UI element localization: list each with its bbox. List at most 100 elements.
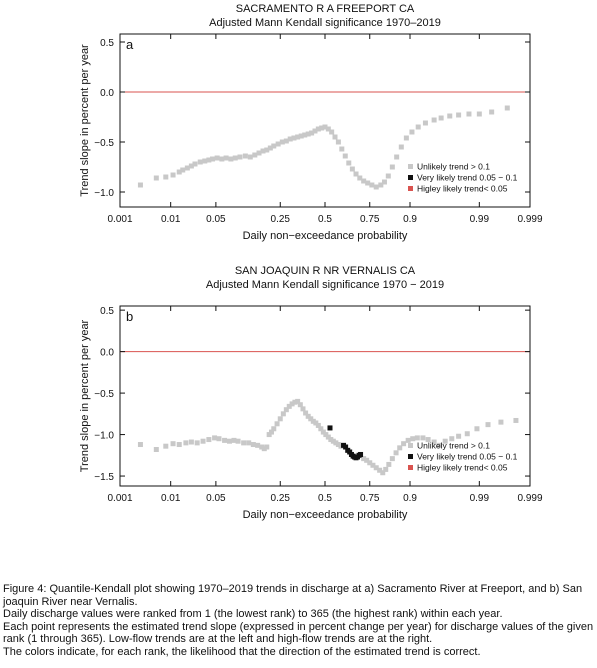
- data-point-unlikely: [260, 148, 266, 154]
- data-point-unlikely: [504, 105, 510, 111]
- data-point-unlikely: [163, 443, 169, 449]
- data-point-unlikely: [438, 115, 444, 121]
- data-point-unlikely: [405, 437, 411, 443]
- data-point-unlikely: [425, 437, 431, 443]
- data-point-unlikely: [271, 426, 277, 432]
- data-point-unlikely: [466, 111, 472, 117]
- x-tick-label: 0.5: [318, 493, 332, 504]
- data-point-unlikely: [188, 439, 194, 445]
- data-point-unlikely: [305, 413, 311, 419]
- data-point-unlikely: [485, 422, 491, 428]
- x-tick-label: 0.01: [161, 493, 181, 504]
- data-point-unlikely: [259, 444, 265, 450]
- chart-subtitle: Adjusted Mann Kendall significance 1970 …: [206, 279, 444, 291]
- data-point-unlikely: [275, 141, 281, 147]
- y-tick-label: 0.5: [100, 38, 114, 49]
- legend-swatch: [408, 465, 413, 470]
- data-point-unlikely: [287, 136, 293, 142]
- data-point-unlikely: [385, 173, 391, 179]
- data-point-unlikely: [305, 131, 311, 137]
- data-point-unlikely: [264, 147, 270, 153]
- data-point-very_likely: [327, 425, 333, 431]
- x-tick-label: 0.9: [403, 493, 417, 504]
- data-point-unlikely: [137, 182, 143, 188]
- legend-label: Unlikely trend > 0.1: [417, 441, 490, 451]
- data-point-unlikely: [194, 440, 200, 446]
- figure-caption: Figure 4: Quantile-Kendall plot showing …: [3, 583, 595, 659]
- data-point-unlikely: [319, 125, 325, 131]
- x-tick-label: 0.05: [206, 493, 226, 504]
- data-point-unlikely: [310, 418, 316, 424]
- legend-label: Very likely trend 0.05 − 0.1: [417, 173, 518, 183]
- data-point-unlikely: [414, 435, 420, 441]
- data-point-unlikely: [219, 156, 225, 162]
- y-axis-label: Trend slope in percent per year: [79, 44, 91, 197]
- y-axis-label: Trend slope in percent per year: [79, 319, 91, 472]
- data-point-unlikely: [380, 470, 386, 476]
- y-tick-label: −0.5: [94, 389, 114, 400]
- data-point-unlikely: [153, 175, 159, 181]
- data-point-unlikely: [456, 112, 462, 118]
- data-point-unlikely: [267, 145, 273, 151]
- data-point-unlikely: [364, 457, 370, 463]
- data-point-unlikely: [176, 169, 182, 175]
- data-point-unlikely: [335, 442, 341, 448]
- data-point-unlikely: [393, 450, 399, 456]
- x-tick-label: 0.01: [161, 214, 181, 225]
- data-point-unlikely: [312, 128, 318, 134]
- data-point-unlikely: [357, 175, 363, 181]
- x-tick-label: 0.9: [403, 214, 417, 225]
- data-point-unlikely: [163, 174, 169, 180]
- data-point-unlikely: [255, 442, 261, 448]
- data-point-unlikely: [250, 442, 256, 448]
- data-point-unlikely: [283, 138, 289, 144]
- data-point-unlikely: [498, 419, 504, 425]
- data-point-unlikely: [176, 442, 182, 448]
- data-point-unlikely: [474, 426, 480, 432]
- y-tick-label: −1.5: [94, 472, 114, 483]
- data-point-unlikely: [422, 120, 428, 126]
- data-point-unlikely: [246, 440, 252, 446]
- data-point-unlikely: [309, 130, 315, 136]
- x-axis-label: Daily non−exceedance probability: [243, 230, 408, 242]
- data-point-unlikely: [322, 124, 328, 130]
- caption-line: Each point represents the estimated tren…: [3, 620, 594, 646]
- data-point-unlikely: [513, 417, 519, 423]
- data-point-unlikely: [184, 165, 190, 171]
- data-point-unlikely: [315, 126, 321, 132]
- data-point-unlikely: [442, 438, 448, 444]
- data-point-unlikely: [489, 109, 495, 115]
- x-axis-label: Daily non−exceedance probability: [243, 509, 408, 521]
- data-point-unlikely: [328, 437, 334, 443]
- data-point-unlikely: [269, 429, 275, 435]
- x-tick-label: 0.001: [107, 214, 132, 225]
- x-tick-label: 0.5: [318, 214, 332, 225]
- data-point-unlikely: [227, 438, 233, 444]
- y-tick-label: 0.5: [100, 306, 114, 317]
- data-point-unlikely: [449, 436, 455, 442]
- chart-panel-a: SACRAMENTO R A FREEPORT CA Adjusted Mann …: [79, 3, 543, 242]
- x-tick-label: 0.999: [517, 214, 542, 225]
- data-point-unlikely: [330, 438, 336, 444]
- x-tick-label: 0.75: [360, 493, 380, 504]
- data-point-unlikely: [401, 441, 407, 447]
- data-point-unlikely: [231, 437, 237, 443]
- data-point-unlikely: [280, 411, 286, 417]
- data-point-unlikely: [369, 182, 375, 188]
- data-point-unlikely: [271, 143, 277, 149]
- legend-label: Higley likely trend< 0.05: [417, 463, 508, 473]
- data-point-unlikely: [377, 467, 383, 473]
- data-point-unlikely: [235, 438, 241, 444]
- x-tick-label: 0.75: [360, 214, 380, 225]
- x-tick-label: 0.25: [271, 493, 291, 504]
- data-point-unlikely: [464, 431, 470, 437]
- chart-subtitle: Adjusted Mann Kendall significance 1970–…: [209, 17, 441, 29]
- data-point-unlikely: [318, 426, 324, 432]
- data-point-unlikely: [386, 461, 392, 467]
- chart-title: SAN JOAQUIN R NR VERNALIS CA: [235, 265, 416, 277]
- data-point-unlikely: [241, 440, 247, 446]
- data-point-unlikely: [206, 437, 212, 443]
- data-point-unlikely: [237, 154, 243, 160]
- data-point-unlikely: [216, 436, 222, 442]
